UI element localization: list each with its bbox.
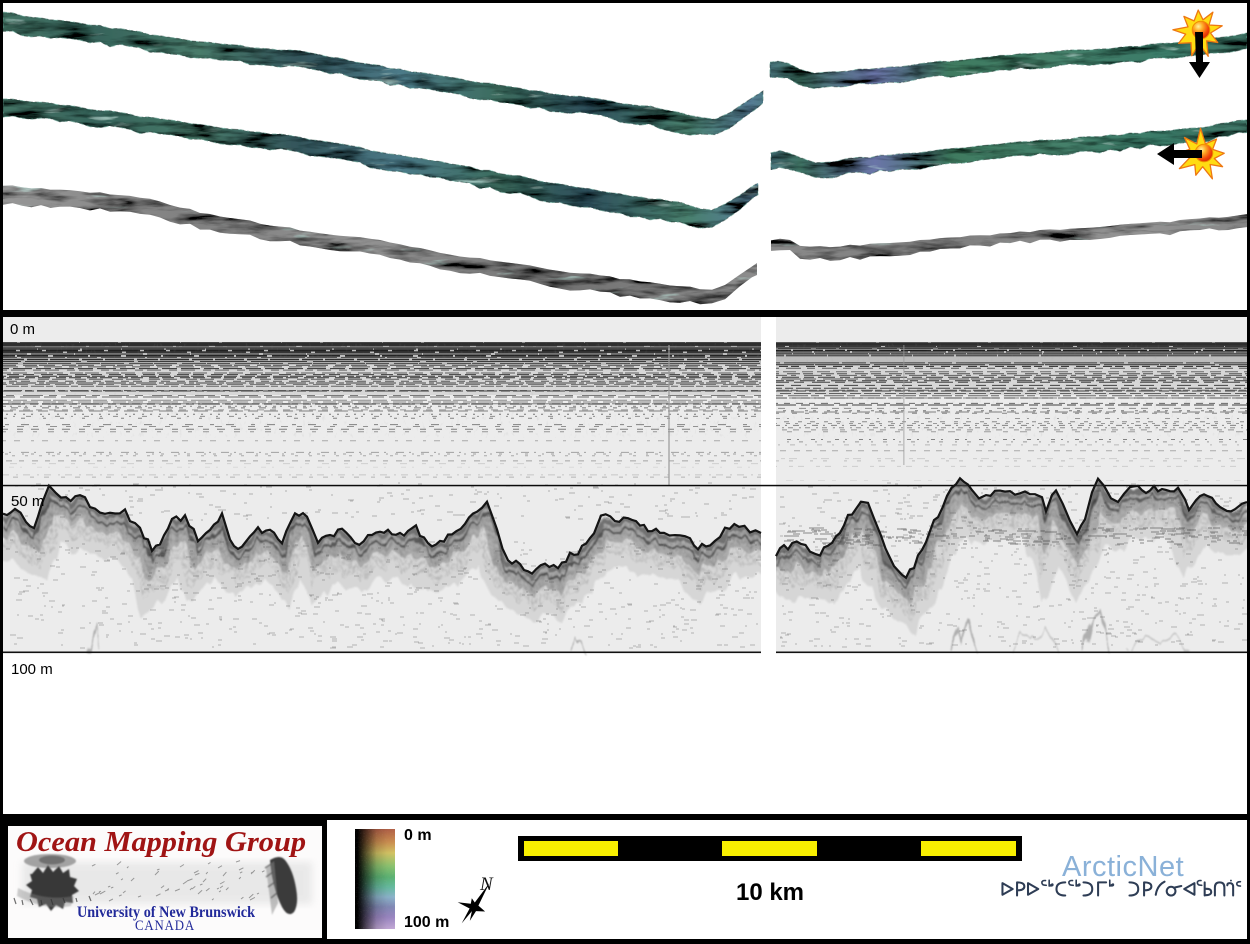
svg-text:50 m: 50 m xyxy=(11,493,44,510)
svg-text:100 m: 100 m xyxy=(11,661,53,678)
svg-text:0 m: 0 m xyxy=(10,321,35,338)
svg-text:CANADA: CANADA xyxy=(135,918,195,934)
svg-text:Ocean Mapping Group: Ocean Mapping Group xyxy=(16,827,306,858)
svg-text:University of New Brunswick: University of New Brunswick xyxy=(77,904,255,921)
svg-text:N: N xyxy=(479,874,494,895)
